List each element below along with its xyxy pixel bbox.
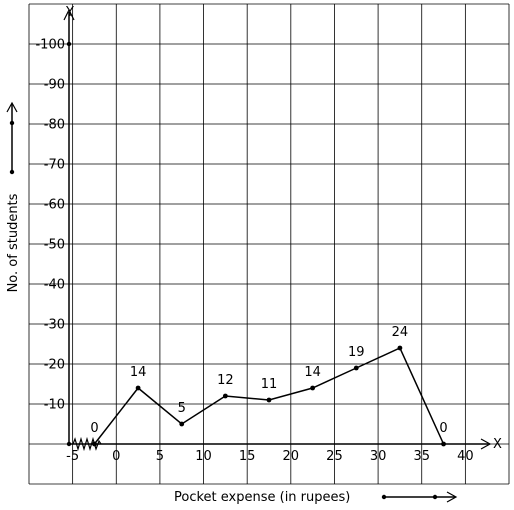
y-tick-label: -80 <box>44 118 65 133</box>
y-tick-label: -30 <box>44 318 65 333</box>
x-tick-label: 40 <box>457 449 474 464</box>
x-tick-label: 0 <box>112 449 120 464</box>
y-axis-arrow <box>63 8 75 21</box>
axes: X Y <box>63 5 502 452</box>
y-tick-label: -40 <box>44 278 65 293</box>
x-tick-label: 5 <box>156 449 164 464</box>
axis-break-zigzag <box>72 436 102 452</box>
data-point <box>92 441 97 447</box>
data-labels: 0 14 5 12 11 14 19 24 0 <box>90 325 447 436</box>
x-tick-label: 25 <box>326 449 343 464</box>
data-point <box>266 397 272 403</box>
data-label: 24 <box>392 325 409 340</box>
data-point <box>135 385 141 391</box>
data-label: 14 <box>130 365 147 380</box>
data-label: 0 <box>90 421 98 436</box>
data-point <box>397 345 403 351</box>
y-axis-letter: Y <box>65 5 74 20</box>
y-axis-title: No. of students <box>6 193 21 292</box>
data-label: 5 <box>178 401 186 416</box>
y-tick-labels: -10 -20 -30 -40 -50 -60 -70 -80 -90 -100 <box>35 38 72 413</box>
data-point <box>179 421 185 427</box>
y-tick-label: -10 <box>44 398 65 413</box>
data-label: 14 <box>304 365 321 380</box>
y-axis-top-point <box>66 41 72 47</box>
data-point <box>310 385 316 391</box>
origin-point <box>66 441 72 447</box>
x-tick-label: 30 <box>370 449 387 464</box>
grid <box>28 3 510 485</box>
data-point <box>441 441 446 447</box>
data-label: 0 <box>439 421 447 436</box>
x-tick-label: 10 <box>195 449 212 464</box>
data-label: 19 <box>348 345 365 360</box>
y-tick-label: -70 <box>44 158 65 173</box>
series <box>92 345 446 447</box>
y-direction-arrow <box>6 101 18 175</box>
y-tick-label: -20 <box>44 358 65 373</box>
y-tick-label: -90 <box>44 78 65 93</box>
x-tick-label: 35 <box>413 449 430 464</box>
x-tick-label: 20 <box>283 449 300 464</box>
x-axis-letter: X <box>493 437 502 452</box>
y-tick-label: -50 <box>44 238 65 253</box>
data-point <box>222 393 228 399</box>
data-point <box>353 365 359 371</box>
x-axis-arrow <box>480 438 492 450</box>
series-line <box>93 347 445 445</box>
x-tick-label: -5 <box>66 449 79 464</box>
x-tick-labels: -5 0 5 10 15 20 25 30 35 40 <box>66 449 473 464</box>
x-direction-arrow <box>381 491 458 503</box>
y-tick-label: -100 <box>35 38 65 53</box>
data-label: 11 <box>261 377 278 392</box>
x-axis-title: Pocket expense (in rupees) <box>174 490 350 505</box>
y-tick-label: -60 <box>44 198 65 213</box>
x-tick-label: 15 <box>239 449 256 464</box>
data-label: 12 <box>217 373 234 388</box>
